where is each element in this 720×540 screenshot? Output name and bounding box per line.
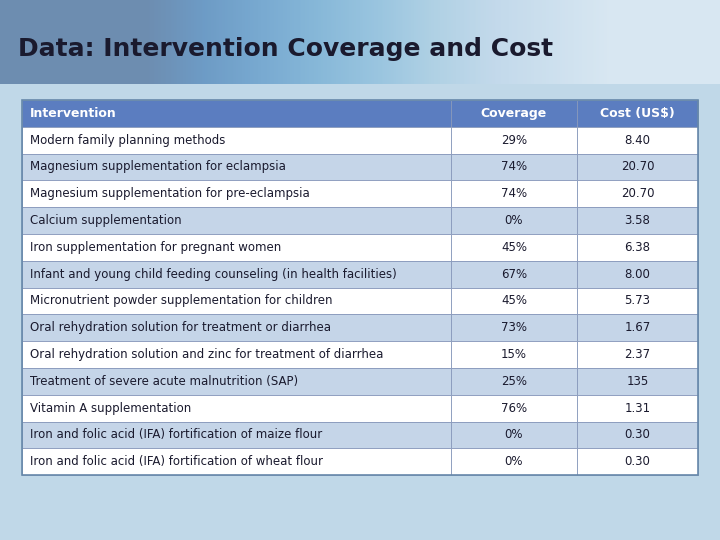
Text: Magnesium supplementation for pre-eclampsia: Magnesium supplementation for pre-eclamp…: [30, 187, 310, 200]
Text: 8.00: 8.00: [624, 268, 650, 281]
Bar: [22, 314, 451, 341]
Bar: [22, 261, 451, 287]
Bar: [22, 341, 451, 368]
Text: 0.30: 0.30: [624, 428, 650, 442]
Bar: [22, 368, 451, 395]
Text: 20.70: 20.70: [621, 187, 654, 200]
Text: 2.37: 2.37: [624, 348, 651, 361]
Bar: [577, 395, 698, 422]
Text: Cost (US$): Cost (US$): [600, 107, 675, 120]
Text: 25%: 25%: [501, 375, 527, 388]
Bar: [577, 153, 698, 180]
Text: 5.73: 5.73: [624, 294, 650, 307]
Bar: [451, 448, 577, 475]
Text: Oral rehydration solution for treatment or diarrhea: Oral rehydration solution for treatment …: [30, 321, 330, 334]
Bar: [577, 180, 698, 207]
Text: Coverage: Coverage: [481, 107, 547, 120]
Text: Treatment of severe acute malnutrition (SAP): Treatment of severe acute malnutrition (…: [30, 375, 298, 388]
Bar: [451, 287, 577, 314]
Bar: [577, 261, 698, 287]
Text: Intervention: Intervention: [30, 107, 117, 120]
Bar: [451, 234, 577, 261]
Text: Oral rehydration solution and zinc for treatment of diarrhea: Oral rehydration solution and zinc for t…: [30, 348, 383, 361]
Bar: [22, 100, 451, 127]
Bar: [577, 287, 698, 314]
Text: Modern family planning methods: Modern family planning methods: [30, 133, 225, 147]
Bar: [22, 234, 451, 261]
Bar: [22, 127, 451, 153]
Bar: [577, 422, 698, 448]
Bar: [22, 287, 451, 314]
Bar: [22, 180, 451, 207]
Text: 20.70: 20.70: [621, 160, 654, 173]
Text: 76%: 76%: [501, 402, 527, 415]
Text: Iron supplementation for pregnant women: Iron supplementation for pregnant women: [30, 241, 281, 254]
Text: Iron and folic acid (IFA) fortification of wheat flour: Iron and folic acid (IFA) fortification …: [30, 455, 323, 468]
Text: 0.30: 0.30: [624, 455, 650, 468]
Text: Calcium supplementation: Calcium supplementation: [30, 214, 181, 227]
Text: 0%: 0%: [505, 214, 523, 227]
Bar: [451, 422, 577, 448]
Bar: [451, 100, 577, 127]
Text: 1.67: 1.67: [624, 321, 651, 334]
Text: Micronutrient powder supplementation for children: Micronutrient powder supplementation for…: [30, 294, 332, 307]
Text: 67%: 67%: [501, 268, 527, 281]
Bar: [22, 153, 451, 180]
Bar: [577, 341, 698, 368]
Text: 135: 135: [626, 375, 649, 388]
Text: 45%: 45%: [501, 294, 527, 307]
Text: 74%: 74%: [501, 160, 527, 173]
Bar: [451, 180, 577, 207]
Text: Infant and young child feeding counseling (in health facilities): Infant and young child feeding counselin…: [30, 268, 397, 281]
Bar: [451, 368, 577, 395]
Text: 0%: 0%: [505, 428, 523, 442]
Bar: [451, 207, 577, 234]
Text: 6.38: 6.38: [624, 241, 650, 254]
Bar: [577, 100, 698, 127]
Text: Magnesium supplementation for eclampsia: Magnesium supplementation for eclampsia: [30, 160, 286, 173]
Text: 29%: 29%: [501, 133, 527, 147]
Text: 45%: 45%: [501, 241, 527, 254]
Text: Data: Intervention Coverage and Cost: Data: Intervention Coverage and Cost: [18, 37, 553, 60]
Bar: [451, 153, 577, 180]
Bar: [577, 234, 698, 261]
Bar: [577, 448, 698, 475]
Text: 8.40: 8.40: [624, 133, 650, 147]
Text: 3.58: 3.58: [624, 214, 650, 227]
Text: 1.31: 1.31: [624, 402, 651, 415]
Bar: [577, 314, 698, 341]
Text: Vitamin A supplementation: Vitamin A supplementation: [30, 402, 191, 415]
Bar: [22, 207, 451, 234]
Bar: [577, 207, 698, 234]
Text: 15%: 15%: [501, 348, 527, 361]
Bar: [22, 448, 451, 475]
Text: 74%: 74%: [501, 187, 527, 200]
Bar: [451, 261, 577, 287]
Bar: [451, 127, 577, 153]
Bar: [22, 422, 451, 448]
Text: 0%: 0%: [505, 455, 523, 468]
Bar: [451, 395, 577, 422]
Bar: [451, 314, 577, 341]
Bar: [451, 341, 577, 368]
Text: 73%: 73%: [501, 321, 527, 334]
Bar: [577, 368, 698, 395]
Bar: [22, 395, 451, 422]
Bar: [577, 127, 698, 153]
Text: Iron and folic acid (IFA) fortification of maize flour: Iron and folic acid (IFA) fortification …: [30, 428, 322, 442]
